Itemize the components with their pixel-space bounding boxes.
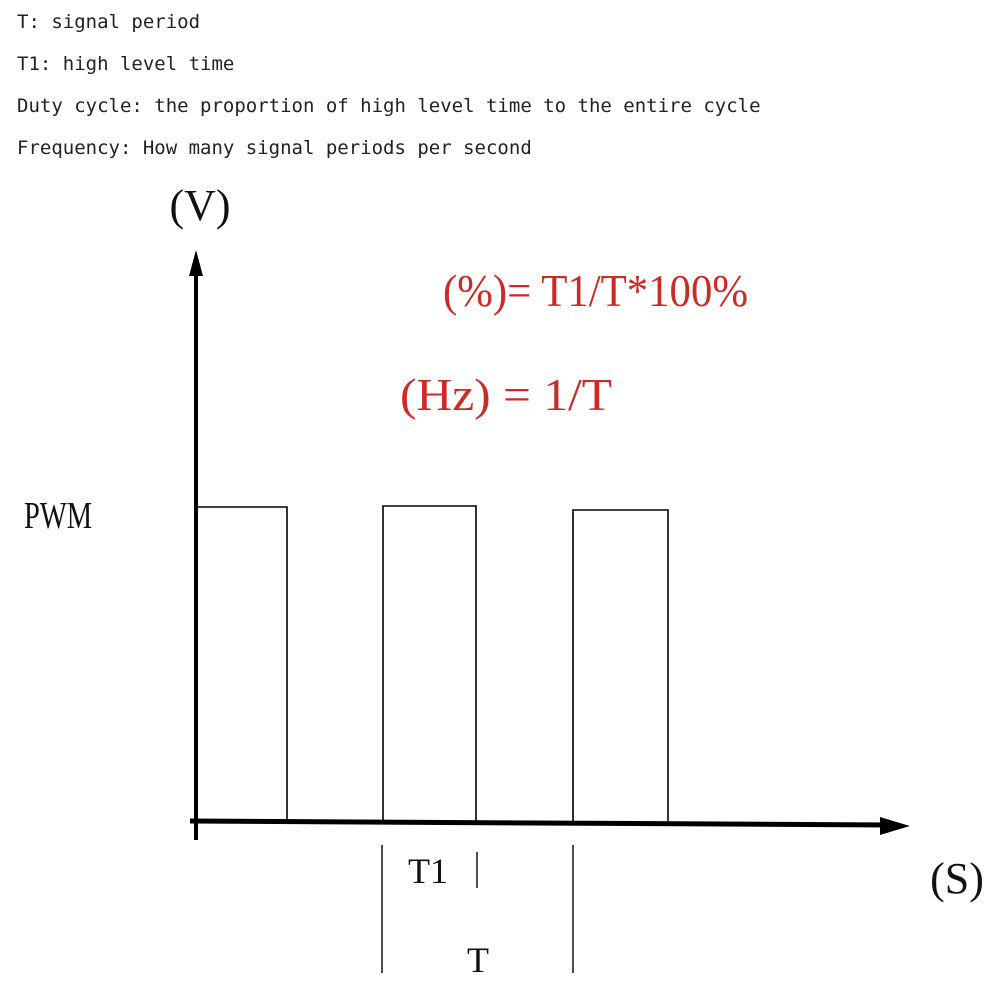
signal-label: PWM <box>24 495 92 537</box>
pwm-pulse <box>572 509 669 821</box>
pwm-pulse <box>197 506 288 821</box>
high-time-label: T1 <box>408 851 448 891</box>
pwm-pulse <box>382 505 477 821</box>
definition-frequency: Frequency: How many signal periods per s… <box>17 137 532 159</box>
frequency-formula: (Hz) = 1/T <box>400 369 612 420</box>
duty-cycle-formula: (%)= T1/T*100% <box>443 265 748 316</box>
y-axis-arrow <box>189 250 203 276</box>
x-axis-arrow <box>880 817 910 835</box>
definition-period: T: signal period <box>17 11 201 33</box>
x-axis-label: (S) <box>930 854 984 903</box>
x-axis <box>189 818 891 828</box>
period-label: T <box>467 940 489 980</box>
definition-high-time: T1: high level time <box>17 53 235 75</box>
y-axis-label: (V) <box>169 181 230 230</box>
definition-duty-cycle: Duty cycle: the proportion of high level… <box>17 95 761 117</box>
